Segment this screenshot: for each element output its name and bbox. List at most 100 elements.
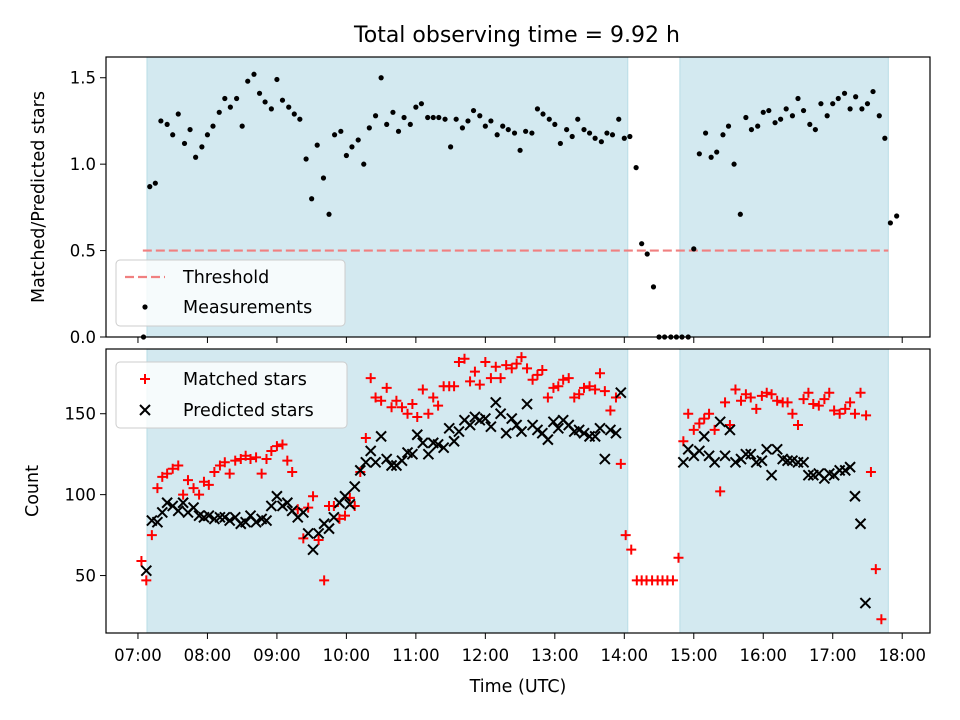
x-tick-label: 15:00 bbox=[670, 646, 718, 665]
top-legend: Threshold Measurements bbox=[115, 259, 346, 327]
x-tick-label: 13:00 bbox=[531, 646, 579, 665]
predicted-star-point bbox=[479, 412, 492, 425]
matched-star-point bbox=[787, 408, 798, 419]
predicted-star-point bbox=[506, 412, 518, 425]
predicted-star-point bbox=[422, 448, 435, 460]
predicted-star-point bbox=[365, 445, 377, 457]
measurement-point bbox=[609, 132, 616, 138]
measurement-point bbox=[436, 114, 442, 121]
measurement-point bbox=[835, 95, 841, 102]
measurement-point bbox=[766, 107, 772, 114]
measurement-point bbox=[894, 213, 900, 219]
measurement-point bbox=[818, 101, 824, 107]
predicted-star-point bbox=[693, 445, 706, 457]
matched-star-point bbox=[459, 353, 470, 364]
measurement-point bbox=[147, 184, 153, 190]
predicted-star-point bbox=[844, 461, 856, 473]
predicted-star-point bbox=[552, 422, 565, 435]
matched-star-point bbox=[724, 420, 735, 431]
predicted-star-point bbox=[239, 516, 252, 528]
y-tick-label: 0.5 bbox=[70, 242, 96, 261]
measurement-point bbox=[204, 132, 211, 138]
measurement-point bbox=[314, 142, 320, 148]
predicted-star-point bbox=[297, 506, 310, 519]
matched-star-point bbox=[453, 356, 464, 367]
measurement-point bbox=[361, 161, 367, 167]
measurement-point bbox=[401, 114, 407, 121]
y-tick-label: 1.5 bbox=[70, 69, 96, 88]
matched-star-point bbox=[319, 575, 330, 586]
matched-star-point bbox=[615, 458, 626, 469]
matched-star-point bbox=[141, 575, 152, 586]
measurement-point bbox=[390, 109, 396, 115]
measurement-point bbox=[349, 144, 355, 150]
bottom-axes-frame bbox=[105, 348, 931, 634]
measurement-point bbox=[737, 211, 743, 217]
matched-star-point bbox=[865, 466, 876, 477]
measurement-point bbox=[175, 111, 181, 117]
predicted-star-point bbox=[448, 435, 460, 447]
predicted-star-point bbox=[756, 454, 768, 467]
measurement-point bbox=[245, 78, 251, 84]
predicted-star-point bbox=[573, 424, 585, 436]
matched-star-point bbox=[178, 489, 189, 500]
measurement-point bbox=[320, 175, 327, 181]
measurement-point bbox=[234, 95, 240, 102]
matched-star-point bbox=[182, 475, 193, 486]
measurement-point bbox=[395, 128, 402, 134]
measurement-point bbox=[627, 133, 633, 140]
measurement-point bbox=[564, 126, 570, 133]
measurement-point bbox=[355, 137, 361, 143]
measurement-point bbox=[795, 95, 801, 102]
measurement-point bbox=[702, 130, 709, 136]
measurement-point bbox=[708, 154, 714, 160]
measurement-point bbox=[824, 113, 830, 119]
predicted-star-point bbox=[578, 427, 590, 439]
measurement-point bbox=[720, 132, 726, 138]
matched-star-point bbox=[584, 381, 595, 392]
predicted-star-point bbox=[151, 516, 164, 528]
predicted-star-point bbox=[203, 509, 215, 522]
measurement-point bbox=[557, 140, 563, 147]
bottom-y-axis-label: Count bbox=[23, 465, 43, 517]
predicted-star-point bbox=[542, 433, 554, 446]
top-x-ticks bbox=[137, 337, 903, 343]
x-tick-label: 12:00 bbox=[462, 646, 510, 665]
predicted-star-point bbox=[380, 453, 393, 465]
matched-star-point bbox=[511, 358, 522, 369]
measurement-point bbox=[210, 123, 216, 129]
bottom-panel: 50 100 150 07:00 08:00 09:00 10:00 11:00 12:00 1… bbox=[23, 348, 931, 697]
matched-star-point bbox=[152, 483, 163, 494]
measurement-point bbox=[372, 113, 379, 119]
matched-stars-points bbox=[136, 352, 887, 625]
measurement-point bbox=[442, 116, 448, 122]
matched-star-point bbox=[465, 376, 476, 387]
predicted-star-point bbox=[453, 425, 465, 438]
predicted-star-point bbox=[531, 424, 544, 436]
shaded-interval-2 bbox=[679, 348, 889, 634]
matched-star-point bbox=[849, 408, 860, 419]
measurement-point bbox=[262, 99, 268, 105]
matched-star-point bbox=[558, 374, 569, 385]
measurement-point bbox=[152, 180, 158, 186]
matched-star-point bbox=[449, 381, 460, 392]
matched-star-point bbox=[553, 381, 564, 392]
matched-star-point bbox=[261, 454, 272, 465]
predicted-star-point bbox=[360, 456, 372, 468]
legend-predicted-swatch bbox=[139, 404, 151, 416]
measurement-point bbox=[534, 106, 541, 112]
measurement-point bbox=[343, 152, 349, 159]
predicted-star-point bbox=[375, 430, 387, 443]
top-y-ticks: 0.0 0.5 1.0 1.5 bbox=[70, 69, 106, 347]
matched-star-point bbox=[876, 614, 887, 625]
legend-measurements-label: Measurements bbox=[183, 298, 312, 318]
measurement-point bbox=[778, 116, 784, 122]
matched-star-point bbox=[709, 424, 720, 435]
predicted-star-point bbox=[417, 437, 429, 449]
predicted-star-point bbox=[406, 448, 419, 460]
predicted-star-point bbox=[839, 464, 851, 477]
measurement-point bbox=[297, 116, 303, 122]
measurement-point bbox=[755, 123, 761, 129]
measurement-point bbox=[453, 116, 459, 122]
